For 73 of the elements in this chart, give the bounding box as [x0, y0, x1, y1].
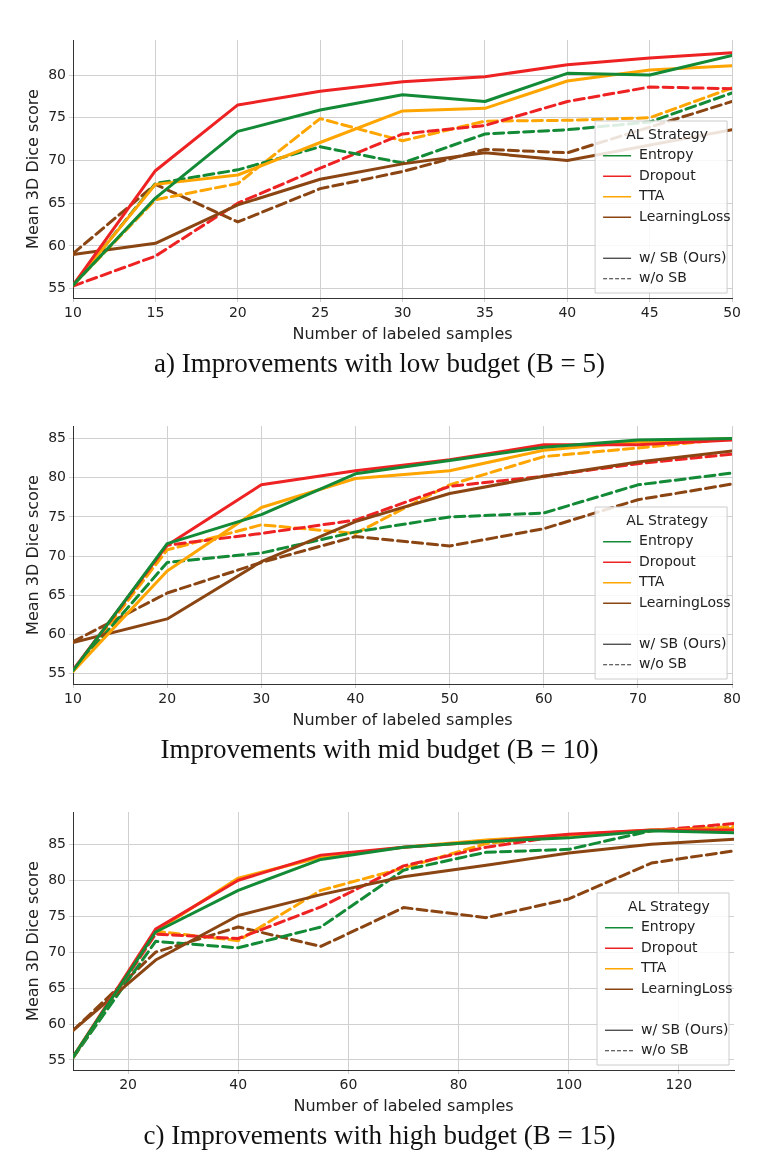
text: c) Improvements with high budget (B = 15): [142, 1120, 617, 1151]
x-tick-label: 10: [64, 304, 82, 321]
x-tick-label: 50: [723, 304, 742, 321]
y-tick-label: 65: [48, 193, 67, 210]
text: a) Improvements with low budget (B = 5): [153, 348, 606, 379]
x-tick-label: 60: [534, 690, 553, 707]
x-tick-label: 40: [229, 1076, 248, 1093]
x-tick-label: 15: [146, 304, 165, 321]
annotation: w/o SB: [639, 269, 687, 286]
annotation: w/o SB: [639, 655, 687, 672]
annotation: w/ SB (Ours): [641, 1020, 729, 1037]
y-tick-label: 60: [48, 236, 67, 253]
y-tick-label: 65: [48, 978, 67, 995]
y-tick-label: 75: [48, 108, 67, 125]
x-tick-label: 10: [64, 690, 82, 707]
x-tick-label: 80: [723, 690, 742, 707]
y-axis-title: Mean 3D Dice score: [22, 475, 42, 635]
x-tick-label: 100: [555, 1076, 583, 1093]
legend-title: AL Strategy: [626, 125, 708, 142]
y-axis-title: Mean 3D Dice score: [22, 861, 42, 1021]
legend-label: TTA: [640, 959, 667, 976]
annotation: w/o SB: [641, 1041, 689, 1058]
x-axis-title: Number of labeled samples: [292, 709, 513, 729]
x-tick-label: 25: [311, 304, 330, 321]
y-tick-label: 60: [48, 1014, 67, 1031]
legend-label: LearningLoss: [639, 593, 731, 610]
y-tick-label: 70: [48, 546, 67, 563]
text: Improvements with mid budget (B = 10): [159, 734, 600, 765]
x-axis-title: Number of labeled samples: [293, 1095, 514, 1115]
y-tick-label: 85: [48, 429, 67, 446]
annotation: w/ SB (Ours): [639, 248, 727, 265]
x-tick-label: 35: [476, 304, 494, 321]
x-tick-label: 40: [346, 690, 365, 707]
y-tick-label: 55: [48, 664, 67, 681]
x-tick-label: 80: [449, 1076, 468, 1093]
y-tick-label: 75: [48, 906, 67, 923]
legend-label: LearningLoss: [639, 207, 731, 224]
legend-label: Dropout: [641, 938, 699, 955]
y-axis-title: Mean 3D Dice score: [22, 89, 42, 249]
y-tick-label: 80: [48, 870, 67, 887]
legend-label: TTA: [638, 187, 665, 204]
x-tick-label: 50: [440, 690, 459, 707]
legend-label: Entropy: [639, 532, 694, 549]
annotation: w/ SB (Ours): [639, 634, 727, 651]
y-tick-label: 55: [48, 1050, 67, 1067]
y-tick-label: 55: [48, 279, 67, 296]
y-tick-label: 80: [48, 468, 67, 485]
x-tick-label: 40: [558, 304, 577, 321]
y-tick-label: 70: [48, 151, 67, 168]
x-axis-title: Number of labeled samples: [292, 323, 513, 343]
y-tick-label: 70: [48, 942, 67, 959]
x-tick-label: 20: [158, 690, 177, 707]
y-tick-label: 65: [48, 586, 67, 603]
legend-label: Dropout: [639, 552, 697, 569]
legend-label: Dropout: [639, 166, 697, 183]
x-tick-label: 60: [339, 1076, 358, 1093]
x-tick-label: 70: [629, 690, 647, 707]
y-tick-label: 60: [48, 625, 67, 642]
y-tick-label: 80: [48, 65, 67, 82]
y-tick-label: 75: [48, 507, 67, 524]
legend-label: Entropy: [639, 146, 694, 163]
legend-label: TTA: [638, 573, 665, 590]
legend-label: Entropy: [641, 918, 696, 935]
x-tick-label: 30: [393, 304, 412, 321]
x-tick-label: 45: [640, 304, 659, 321]
x-tick-label: 30: [252, 690, 271, 707]
legend-label: LearningLoss: [641, 979, 733, 996]
x-tick-label: 120: [665, 1076, 693, 1093]
x-tick-label: 20: [119, 1076, 138, 1093]
legend-title: AL Strategy: [628, 897, 710, 914]
legend-title: AL Strategy: [626, 511, 708, 528]
y-tick-label: 85: [48, 834, 67, 851]
x-tick-label: 20: [228, 304, 247, 321]
